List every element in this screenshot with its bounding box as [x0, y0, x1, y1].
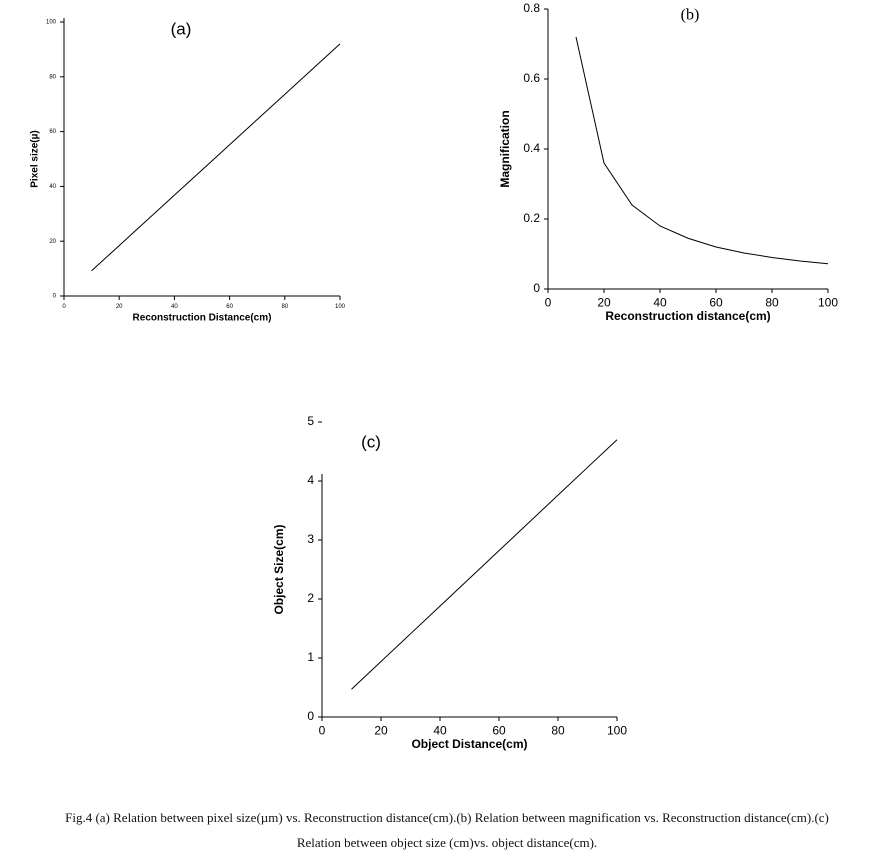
- y-tick-label: 1: [307, 650, 314, 664]
- x-tick-label: 0: [319, 724, 326, 738]
- chart-panel: 0 20 40 60 80 100 0 1 2 3 4 5 Object Distance(cm) Obj…: [272, 414, 628, 751]
- caption-line: Fig.4 (a) Relation between pixel size(µm…: [65, 810, 829, 825]
- y-tick-label: 20: [49, 239, 56, 245]
- x-tick-label: 0: [62, 304, 66, 310]
- x-tick-label: 20: [597, 296, 611, 310]
- y-tick-label: 100: [46, 20, 57, 26]
- x-tick-label: 20: [116, 304, 123, 310]
- y-tick-label: 0.4: [523, 141, 540, 155]
- caption-line: Relation between object size (cm)vs. obj…: [296, 835, 598, 850]
- y-axis-label: Pixel size(µ): [29, 130, 40, 187]
- y-tick-label: 5: [307, 414, 314, 428]
- y-tick-label: 3: [307, 532, 314, 546]
- x-tick-label: 60: [226, 304, 233, 310]
- x-tick-label: 80: [551, 724, 565, 738]
- x-axis-label: Reconstruction Distance(cm): [133, 313, 272, 324]
- data-line: [351, 439, 618, 690]
- x-axis-label: Object Distance(cm): [411, 737, 527, 751]
- y-tick-label: 0: [533, 281, 540, 295]
- x-tick-label: 80: [281, 304, 288, 310]
- data-line: [575, 36, 829, 265]
- y-axis-label: Object Size(cm): [272, 524, 286, 614]
- x-tick-label: 20: [374, 724, 388, 738]
- data-line: [91, 43, 341, 272]
- y-tick-label: 2: [307, 591, 314, 605]
- x-tick-label: 40: [433, 724, 447, 738]
- x-tick-label: 40: [171, 304, 178, 310]
- x-tick-label: 0: [545, 296, 552, 310]
- chart-title: (b): [681, 7, 700, 24]
- y-tick-label: 40: [49, 184, 56, 190]
- y-tick-label: 60: [49, 129, 56, 135]
- y-tick-label: 0: [307, 709, 314, 723]
- x-tick-label: 100: [607, 724, 627, 738]
- chart-panel: 0 20 40 60 80 100 0 0.2 0.4 0.6 0.8 Reconstruction …: [498, 1, 839, 323]
- y-tick-label: 80: [49, 74, 56, 80]
- y-tick-label: 0.6: [523, 71, 540, 85]
- chart-title: (c): [361, 432, 381, 451]
- x-tick-label: 100: [335, 304, 346, 310]
- y-tick-label: 0.2: [523, 211, 540, 225]
- x-tick-label: 80: [765, 296, 779, 310]
- x-tick-label: 60: [492, 724, 506, 738]
- y-tick-label: 4: [307, 473, 314, 487]
- x-tick-label: 40: [653, 296, 667, 310]
- x-tick-label: 60: [709, 296, 723, 310]
- y-tick-label: 0: [53, 294, 57, 300]
- chart-title: (a): [171, 19, 192, 38]
- x-axis-label: Reconstruction distance(cm): [605, 309, 770, 323]
- y-axis-label: Magnification: [498, 110, 512, 187]
- chart-panel: 0 20 40 60 80 100 0 20 40 60 80 100 Reconstruction D…: [29, 18, 346, 324]
- x-tick-label: 100: [818, 296, 838, 310]
- y-tick-label: 0.8: [523, 1, 540, 15]
